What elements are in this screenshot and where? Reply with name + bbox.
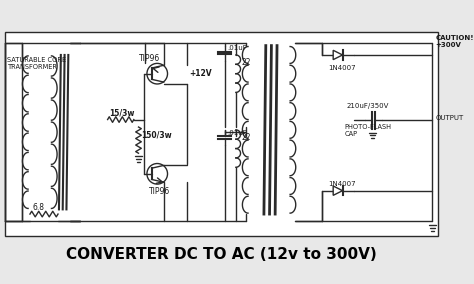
Text: SATURABLE CORE
TRANSFORMER: SATURABLE CORE TRANSFORMER (8, 57, 67, 70)
Text: .01uF: .01uF (228, 130, 247, 135)
Polygon shape (333, 50, 343, 60)
Text: CAUTION!
+300V: CAUTION! +300V (435, 36, 474, 49)
Text: TIP96: TIP96 (148, 187, 170, 197)
Text: OUTPUT: OUTPUT (435, 116, 464, 122)
Text: TIP96: TIP96 (139, 54, 160, 62)
Text: 210uF/350V: 210uF/350V (346, 103, 389, 109)
Text: CONVERTER DC TO AC (12v to 300V): CONVERTER DC TO AC (12v to 300V) (66, 247, 377, 262)
Text: 150/3w: 150/3w (141, 130, 172, 139)
Text: .01uF: .01uF (228, 45, 247, 51)
Text: +12V: +12V (189, 68, 212, 78)
Text: 1N4007: 1N4007 (328, 65, 356, 71)
Text: PHOTO-FLASH
CAP: PHOTO-FLASH CAP (345, 124, 392, 137)
FancyBboxPatch shape (5, 32, 438, 236)
Text: 15/3w: 15/3w (109, 109, 135, 118)
Polygon shape (333, 186, 343, 195)
Text: 22: 22 (241, 58, 251, 67)
Text: 22: 22 (241, 133, 251, 142)
Text: 1N4007: 1N4007 (328, 181, 356, 187)
Text: 6.8: 6.8 (33, 203, 45, 212)
